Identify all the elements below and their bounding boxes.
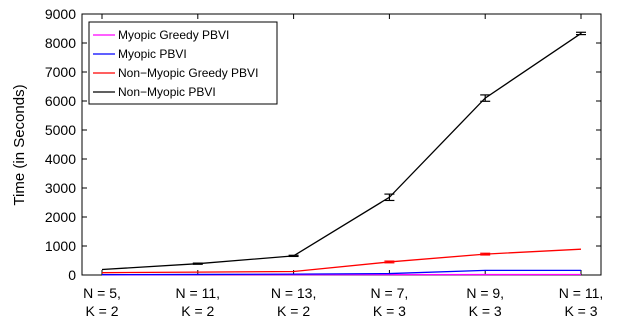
x-tick-label: K = 3 (564, 303, 597, 319)
x-tick-label: K = 2 (85, 303, 118, 319)
x-tick-label: N = 7, (371, 285, 409, 301)
legend-label: Non−Myopic PBVI (118, 85, 216, 99)
y-tick-label: 6000 (45, 93, 76, 109)
x-tick-label: K = 3 (469, 303, 502, 319)
x-tick-label: K = 2 (277, 303, 310, 319)
x-tick-label: N = 13, (271, 285, 317, 301)
x-tick-label: N = 11, (559, 285, 604, 301)
y-tick-label: 3000 (45, 180, 76, 196)
y-tick-label: 9000 (45, 6, 76, 22)
legend-box (88, 21, 278, 105)
x-tick-label: K = 3 (373, 303, 406, 319)
y-tick-label: 1000 (45, 238, 76, 254)
y-tick-label: 5000 (45, 122, 76, 138)
legend-label: Myopic PBVI (118, 47, 187, 61)
y-axis-label: Time (in Seconds) (11, 84, 28, 205)
axes: 0 1000 2000 3000 4000 5000 6000 7000 8000 9000 N =… (45, 6, 603, 319)
series-line (101, 248, 582, 274)
y-tick-label: 4000 (45, 151, 76, 167)
legend: Myopic Greedy PBVI Myopic PBVI Non−Myopic … (88, 21, 278, 105)
x-tick-label: N = 11, (176, 285, 221, 301)
x-tick-label: K = 2 (181, 303, 214, 319)
series-group (101, 31, 586, 276)
legend-label: Myopic Greedy PBVI (118, 28, 229, 42)
series-line (101, 269, 581, 276)
y-tick-label: 7000 (45, 64, 76, 80)
y-tick-label: 2000 (45, 209, 76, 225)
x-tick-label: N = 5, (83, 285, 121, 301)
series-line (101, 32, 582, 271)
legend-label: Non−Myopic Greedy PBVI (118, 66, 258, 80)
x-tick-label: N = 9, (466, 285, 504, 301)
y-tick-label: 0 (68, 267, 76, 283)
y-tick-label: 8000 (45, 35, 76, 51)
